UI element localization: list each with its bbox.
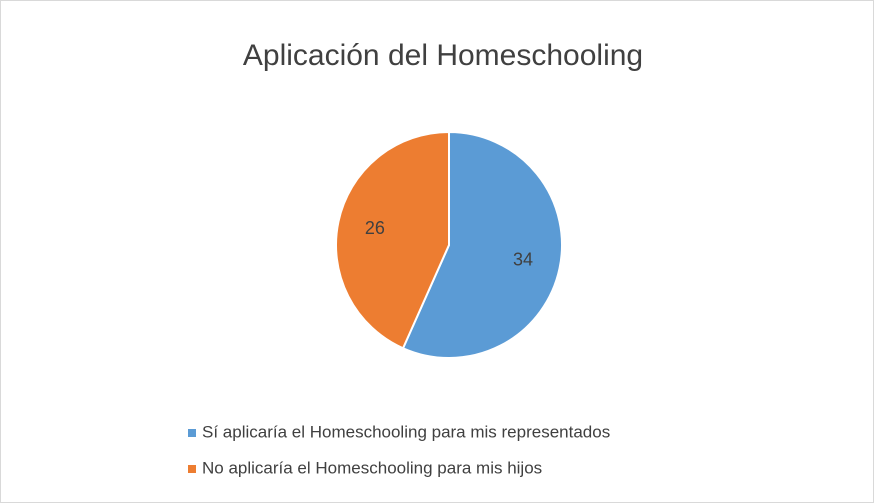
legend-swatch	[188, 429, 196, 437]
data-label: 34	[513, 249, 533, 269]
legend-label: No aplicaría el Homeschooling para mis h…	[202, 458, 542, 477]
legend-label: Sí aplicaría el Homeschooling para mis r…	[202, 422, 610, 441]
pie-slice	[335, 130, 450, 350]
pie-slice	[401, 130, 563, 359]
chart-title: Aplicación del Homeschooling	[243, 39, 643, 72]
data-label: 26	[365, 218, 385, 238]
legend-swatch	[188, 465, 196, 473]
